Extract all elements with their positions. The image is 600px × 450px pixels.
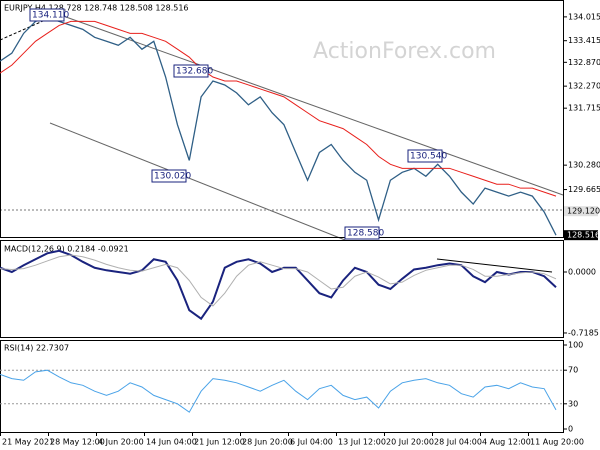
series-line	[0, 16, 557, 236]
annotation: 130.540	[410, 152, 447, 162]
x-tick-label: 20 Jul 20:00	[386, 438, 434, 447]
y-tick-label: 30	[568, 399, 578, 408]
annotation-box	[344, 226, 380, 240]
series-line	[0, 369, 557, 413]
x-tick-label: 21 Jun 12:00	[194, 438, 245, 447]
series-line	[0, 254, 557, 307]
annotation-box	[29, 8, 65, 22]
annotation: 128.580	[347, 229, 384, 239]
y-tick-label: 0.0000	[568, 267, 596, 276]
x-tick-label: 28 Jun 20:00	[242, 438, 293, 447]
macd-title: MACD(12,26,9) 0.2184 -0.0921	[4, 245, 129, 254]
y-tick-label: 131.715	[568, 104, 600, 113]
y-tick-label: 0	[568, 425, 573, 434]
annotation-box	[151, 169, 187, 183]
x-tick-label: 21 May 2021	[2, 438, 54, 447]
price-marker-label: 129.120	[567, 207, 600, 216]
annotation: 130.020	[154, 172, 191, 182]
price-marker-label: 128.516	[567, 231, 600, 240]
y-tick-label: 134.015	[568, 12, 600, 21]
price-marker	[564, 206, 598, 217]
x-tick-label: 6 Jul 04:00	[290, 438, 333, 447]
price-title: EURJPY,H4 128.728 128.748 128.508 128.51…	[4, 4, 189, 13]
x-tick-label: 13 Jul 12:00	[338, 438, 386, 447]
y-tick-label: 100	[568, 341, 583, 350]
y-tick-label: 130.280	[568, 161, 600, 170]
rsi-title: RSI(14) 22.7307	[4, 344, 69, 353]
price-panel	[0, 0, 564, 238]
annotation: 132.680	[176, 67, 213, 77]
x-tick-label: 28 Jul 04:00	[434, 438, 482, 447]
price-marker	[564, 230, 598, 241]
y-tick-label: -0.7185	[568, 328, 599, 337]
x-tick-label: 28 May 12:00	[50, 438, 105, 447]
x-tick-label: 4 Jun 20:00	[98, 438, 144, 447]
rsi-panel	[0, 340, 564, 433]
series-line	[0, 20, 557, 197]
y-tick-label: 133.415	[568, 36, 600, 45]
macd-panel	[0, 240, 564, 338]
annotation-box	[173, 64, 209, 78]
y-tick-label: 70	[568, 366, 578, 375]
x-tick-label: 4 Aug 12:00	[482, 438, 531, 447]
y-tick-label: 132.270	[568, 82, 600, 91]
x-tick-label: 11 Aug 20:00	[530, 438, 584, 447]
watermark: ActionForex.com	[313, 39, 496, 64]
y-tick-label: 132.870	[568, 58, 600, 67]
trend-line	[49, 122, 346, 241]
annotation: 134.110	[32, 11, 69, 21]
annotation-box	[407, 149, 443, 163]
trend-line	[51, 11, 564, 196]
x-tick-label: 14 Jun 04:00	[146, 438, 197, 447]
y-tick-label: 129.665	[568, 185, 600, 194]
macd-trend-line	[436, 258, 553, 273]
series-line	[0, 249, 557, 321]
